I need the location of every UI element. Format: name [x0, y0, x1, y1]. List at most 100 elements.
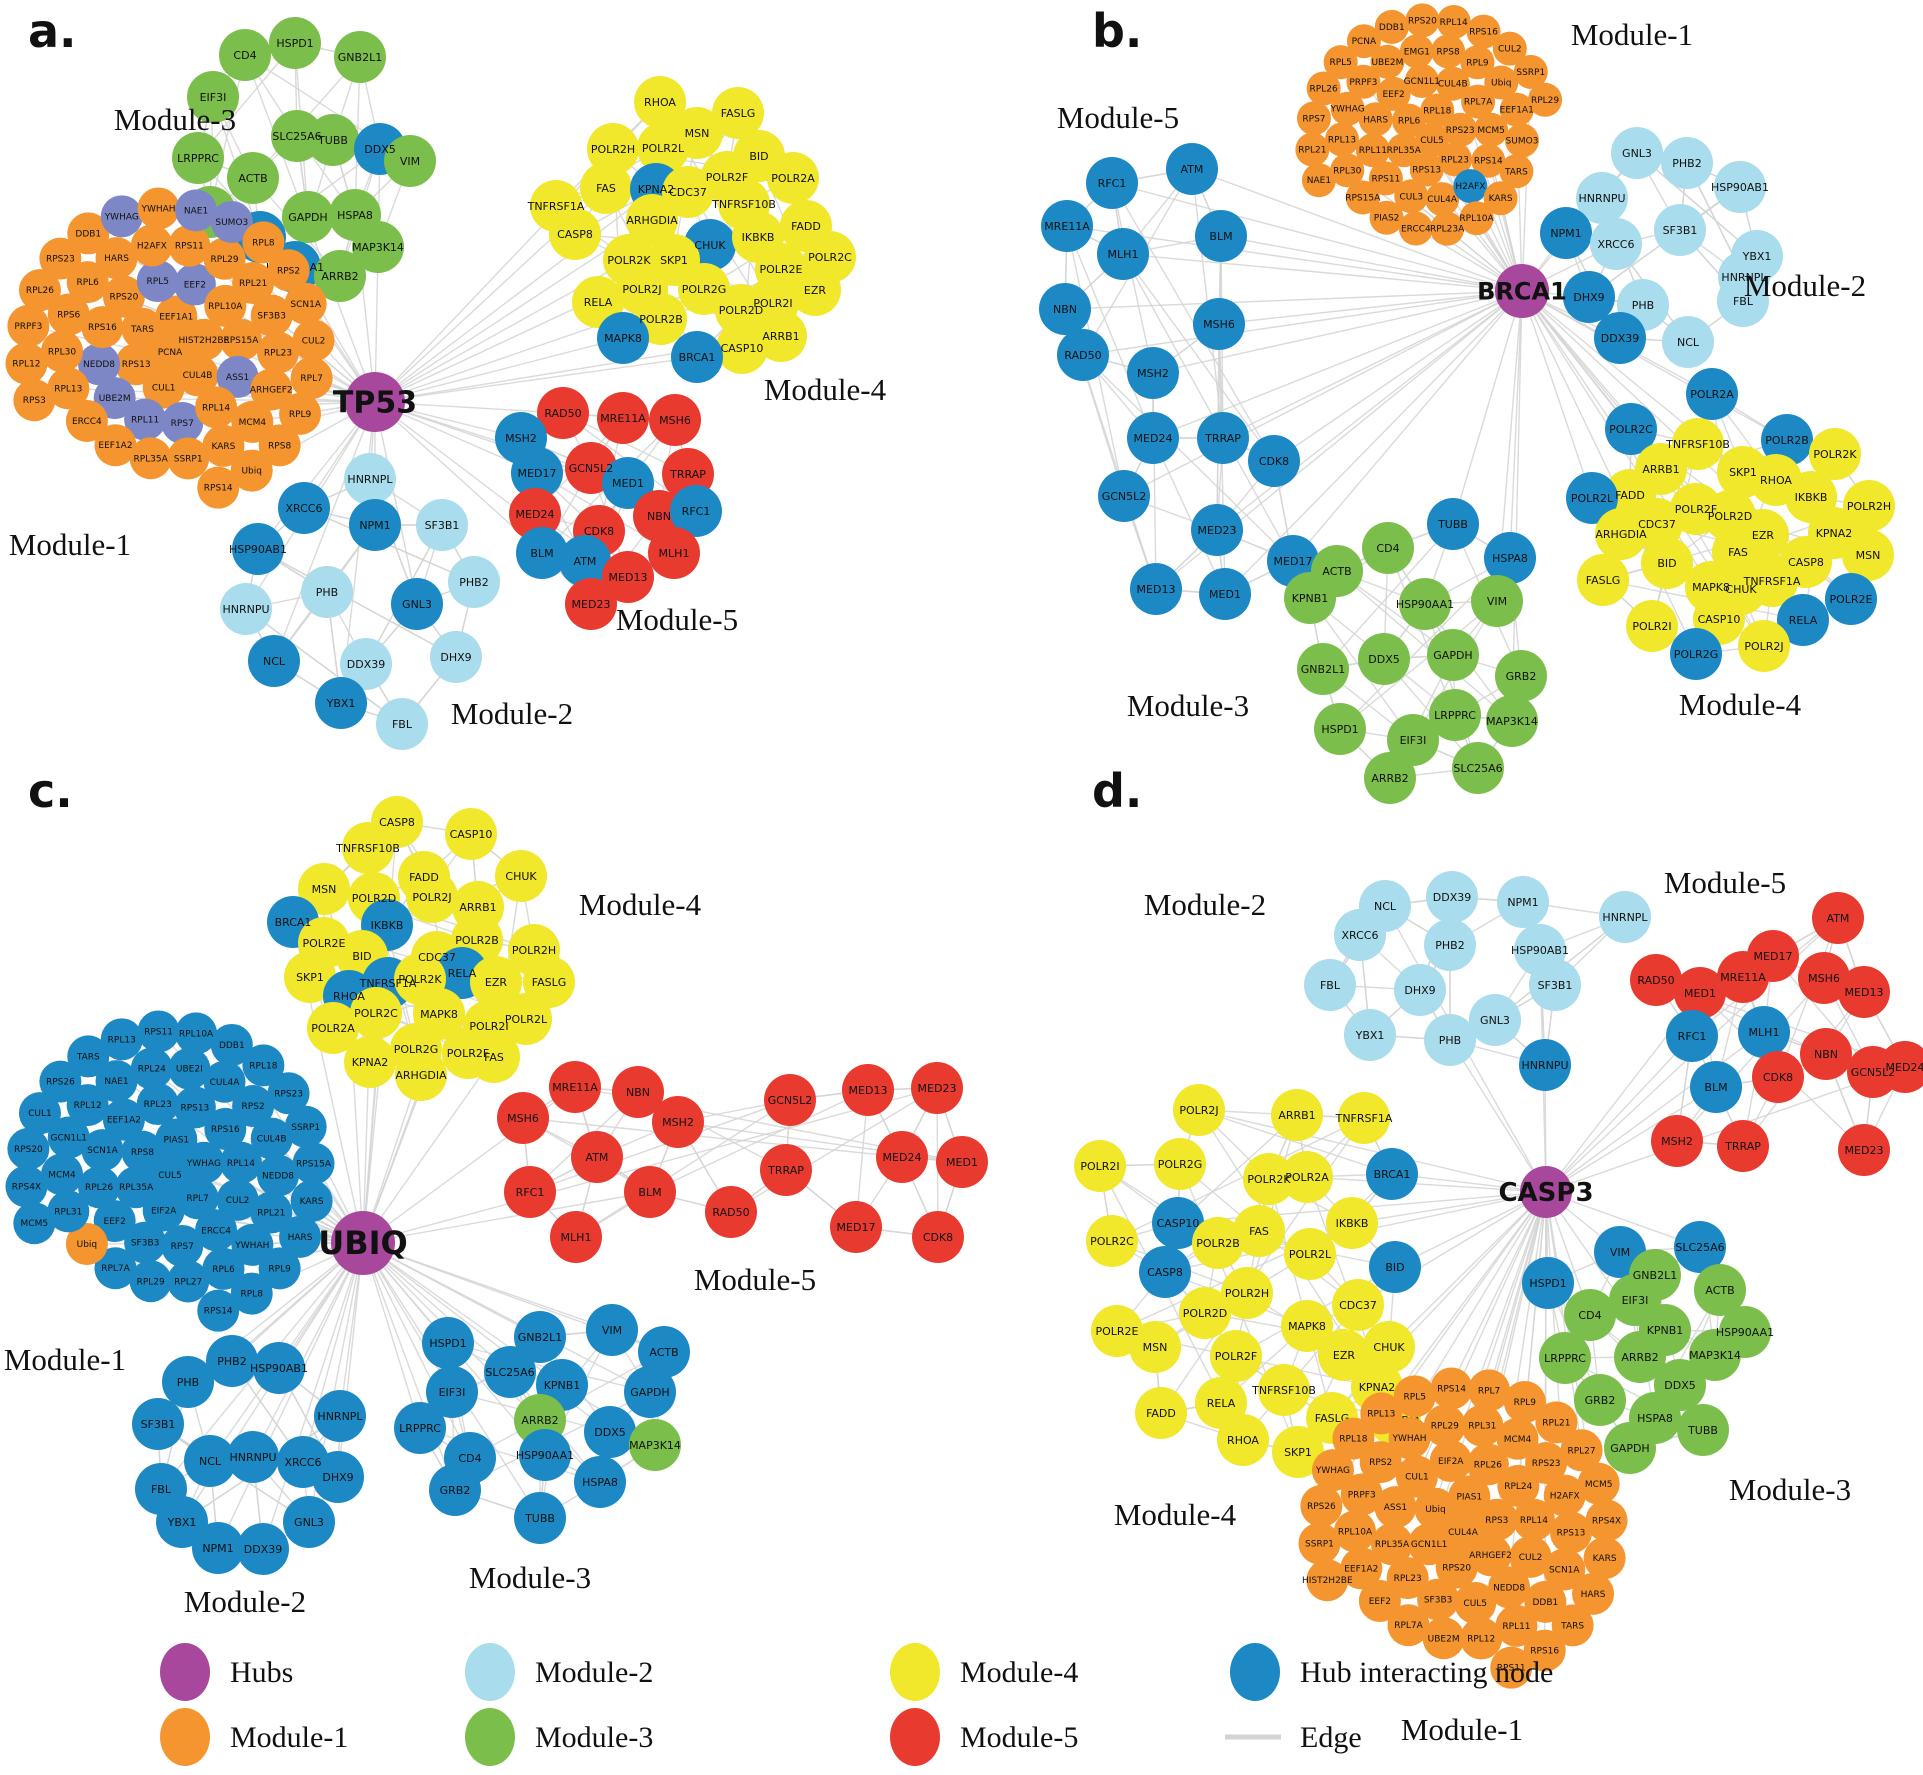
network-node[interactable]: [638, 1326, 690, 1378]
network-node[interactable]: [1298, 1522, 1341, 1565]
network-node[interactable]: [1466, 14, 1501, 49]
network-node[interactable]: [1355, 133, 1390, 168]
network-node[interactable]: [47, 1190, 90, 1233]
network-node[interactable]: [284, 951, 336, 1003]
network-node[interactable]: [394, 1402, 446, 1454]
network-node[interactable]: [1074, 1140, 1126, 1192]
network-node[interactable]: [1452, 742, 1504, 794]
network-node[interactable]: [1499, 92, 1534, 127]
network-node[interactable]: [1199, 568, 1251, 620]
network-node[interactable]: [307, 1002, 359, 1054]
network-node[interactable]: [129, 1260, 172, 1303]
network-node[interactable]: [1529, 959, 1581, 1011]
network-node[interactable]: [612, 1066, 664, 1118]
network-node[interactable]: [1738, 1006, 1790, 1058]
network-node[interactable]: [344, 453, 396, 505]
network-node[interactable]: [142, 1189, 185, 1232]
network-node[interactable]: [1371, 1523, 1414, 1566]
network-node[interactable]: [602, 551, 654, 603]
network-node[interactable]: [202, 424, 245, 467]
network-node[interactable]: [1490, 1646, 1533, 1689]
network-node[interactable]: [395, 1049, 447, 1101]
network-node[interactable]: [1717, 951, 1769, 1003]
network-node[interactable]: [1842, 529, 1894, 581]
network-node[interactable]: [1330, 153, 1365, 188]
network-node[interactable]: [1300, 1484, 1343, 1527]
hub-node[interactable]: [331, 1211, 395, 1275]
network-node[interactable]: [197, 1289, 240, 1332]
network-node[interactable]: [1430, 1367, 1473, 1410]
network-node[interactable]: [1405, 3, 1440, 38]
network-node[interactable]: [1435, 66, 1470, 101]
network-node[interactable]: [574, 1456, 626, 1508]
network-node[interactable]: [1471, 143, 1506, 178]
network-node[interactable]: [242, 1044, 285, 1087]
network-node[interactable]: [232, 262, 275, 305]
network-node[interactable]: [1394, 964, 1446, 1016]
network-node[interactable]: [290, 357, 333, 400]
network-node[interactable]: [18, 269, 61, 312]
network-node[interactable]: [1528, 82, 1563, 117]
network-node[interactable]: [187, 71, 239, 123]
network-node[interactable]: [652, 1096, 704, 1148]
network-node[interactable]: [168, 1047, 211, 1090]
network-node[interactable]: [175, 1012, 218, 1055]
network-node[interactable]: [1399, 34, 1434, 69]
network-node[interactable]: [1666, 1010, 1718, 1062]
network-node[interactable]: [219, 318, 262, 361]
network-node[interactable]: [1661, 137, 1713, 189]
network-node[interactable]: [1217, 1414, 1269, 1466]
network-node[interactable]: [571, 1131, 623, 1183]
network-node[interactable]: [1340, 1547, 1383, 1590]
network-node[interactable]: [173, 1086, 216, 1129]
network-node[interactable]: [1340, 1473, 1383, 1516]
network-node[interactable]: [176, 354, 219, 397]
network-node[interactable]: [1798, 952, 1850, 1004]
network-node[interactable]: [1399, 578, 1451, 630]
network-node[interactable]: [1306, 1559, 1349, 1602]
network-node[interactable]: [1362, 522, 1414, 574]
network-node[interactable]: [1281, 1300, 1333, 1352]
network-node[interactable]: [1039, 283, 1091, 335]
hub-node[interactable]: [1495, 264, 1549, 318]
network-node[interactable]: [267, 249, 310, 292]
network-node[interactable]: [1466, 1443, 1509, 1486]
network-node[interactable]: [1535, 1401, 1578, 1444]
network-node[interactable]: [202, 1247, 245, 1290]
network-node[interactable]: [511, 447, 563, 499]
network-node[interactable]: [1674, 1221, 1726, 1273]
network-node[interactable]: [1369, 200, 1404, 235]
network-node[interactable]: [1301, 163, 1336, 198]
network-node[interactable]: [1221, 1267, 1273, 1319]
network-node[interactable]: [220, 583, 272, 635]
network-node[interactable]: [78, 1166, 121, 1209]
network-node[interactable]: [161, 401, 204, 444]
network-node[interactable]: [637, 122, 689, 174]
network-node[interactable]: [580, 162, 632, 214]
network-node[interactable]: [448, 556, 500, 608]
network-node[interactable]: [1364, 752, 1416, 804]
network-node[interactable]: [1057, 329, 1109, 381]
network-node[interactable]: [1509, 1535, 1552, 1578]
network-node[interactable]: [1471, 575, 1523, 627]
network-node[interactable]: [422, 1317, 474, 1369]
network-node[interactable]: [175, 189, 218, 232]
network-node[interactable]: [1193, 298, 1245, 350]
network-node[interactable]: [206, 1335, 258, 1387]
network-node[interactable]: [67, 212, 110, 255]
network-node[interactable]: [13, 379, 56, 422]
hub-node[interactable]: [345, 372, 405, 432]
network-node[interactable]: [1484, 65, 1519, 100]
network-node[interactable]: [789, 264, 841, 316]
network-node[interactable]: [1543, 1474, 1586, 1517]
network-node[interactable]: [1430, 211, 1465, 246]
network-node[interactable]: [1409, 152, 1444, 187]
network-node[interactable]: [156, 1496, 208, 1548]
network-node[interactable]: [1041, 200, 1093, 252]
network-node[interactable]: [1605, 403, 1657, 455]
network-node[interactable]: [1424, 919, 1476, 971]
network-node[interactable]: [514, 1311, 566, 1363]
network-node[interactable]: [634, 76, 686, 128]
network-node[interactable]: [1431, 34, 1466, 69]
network-node[interactable]: [182, 1141, 225, 1184]
